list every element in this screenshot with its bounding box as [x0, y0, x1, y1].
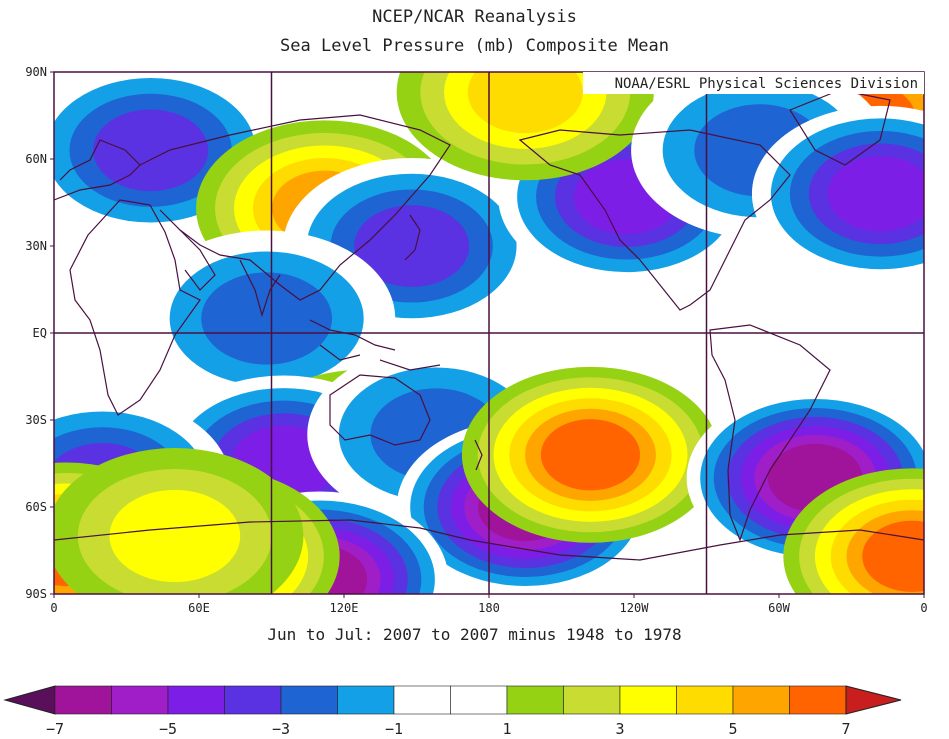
x-tick-label: 0 — [920, 601, 927, 615]
y-tick-label: 90S — [25, 587, 47, 601]
coastline-asia — [139, 114, 451, 301]
x-tick-label: 60E — [188, 601, 210, 615]
anomaly-center-20 — [54, 448, 304, 594]
coastline-europe — [54, 139, 141, 201]
coastline-nz — [474, 439, 483, 471]
contour-level — [109, 489, 241, 583]
time-range-caption: Jun to Jul: 2007 to 2007 minus 1948 to 1… — [267, 625, 682, 644]
colorbar-label: −3 — [272, 720, 290, 738]
colorbar-label: −7 — [46, 720, 64, 738]
axis-ticks: 0 60E 120E 180 120W 60W 0 90N 60N 30N EQ 30S 60S 90S — [25, 65, 927, 615]
coastline-north-america — [518, 129, 791, 311]
colorbar-swatch — [732, 685, 790, 715]
coastline-south-america — [709, 324, 831, 542]
colorbar-label: 5 — [728, 720, 737, 738]
contour-level — [93, 109, 209, 192]
colorbar-label: 1 — [502, 720, 511, 738]
y-tick-label: 30S — [25, 413, 47, 427]
map-plot: 0 60E 120E 180 120W 60W 090N60N30NEQ30S60S90S … — [25, 65, 927, 615]
contour-level — [862, 520, 924, 592]
colorbar-label: −5 — [159, 720, 177, 738]
anomaly-field — [54, 72, 924, 594]
coastlines — [54, 89, 924, 561]
colorbar: −7 −5 −3 −1 1 3 5 7 — [3, 685, 902, 738]
contour-level — [354, 205, 470, 287]
anomaly-center-5 — [396, 72, 654, 181]
x-tick-label: 0 — [50, 601, 57, 615]
y-tick-label: 60S — [25, 500, 47, 514]
anomaly-center-8 — [751, 105, 924, 282]
y-tick-label: EQ — [33, 326, 47, 340]
anomaly-center-19 — [783, 468, 924, 594]
colorbar-swatch — [167, 685, 225, 715]
colorbar-swatch — [111, 685, 169, 715]
coastline-arabia — [179, 229, 216, 291]
contour-level — [201, 272, 333, 365]
coastline-australia — [329, 374, 431, 446]
coastline-japan — [404, 214, 421, 261]
colorbar-swatch — [619, 685, 677, 715]
colorbar-swatch — [393, 685, 451, 715]
y-tick-label: 60N — [25, 152, 47, 166]
lat-lon-grid — [54, 72, 924, 594]
x-tick-label: 120W — [620, 601, 650, 615]
colorbar-swatch — [450, 685, 508, 715]
y-tick-label: 90N — [25, 65, 47, 79]
coastline-antarctica — [54, 519, 924, 561]
colorbar-swatch — [789, 685, 847, 715]
anomaly-center-14 — [461, 366, 720, 543]
x-tick-label: 180 — [478, 601, 500, 615]
chart-subtitle: Sea Level Pressure (mb) Composite Mean — [280, 36, 669, 56]
x-tick-label: 120E — [330, 601, 359, 615]
colorbar-swatch — [563, 685, 621, 715]
colorbar-swatch — [337, 685, 395, 715]
colorbar-swatch — [506, 685, 564, 715]
contour-level — [467, 72, 583, 134]
colorbar-swatch — [676, 685, 734, 715]
coastline-india — [239, 259, 281, 318]
colorbar-swatch — [224, 685, 282, 715]
colorbar-swatch — [280, 685, 338, 715]
contour-level — [827, 156, 924, 232]
anomaly-center-3 — [138, 230, 396, 407]
colorbar-swatch — [54, 685, 112, 715]
y-tick-label: 30N — [25, 239, 47, 253]
coastline-africa — [69, 199, 201, 416]
credit-box — [583, 72, 924, 94]
contour-level — [540, 419, 641, 491]
x-tick-label: 60W — [768, 601, 790, 615]
colorbar-label: −1 — [385, 720, 403, 738]
colorbar-under-arrow — [3, 685, 56, 715]
colorbar-label: 7 — [841, 720, 850, 738]
chart-title: NCEP/NCAR Reanalysis — [372, 7, 577, 27]
coastline-se-asia — [309, 319, 441, 371]
colorbar-over-arrow — [845, 685, 902, 715]
colorbar-label: 3 — [615, 720, 624, 738]
credit-text: NOAA/ESRL Physical Sciences Division — [615, 76, 918, 92]
